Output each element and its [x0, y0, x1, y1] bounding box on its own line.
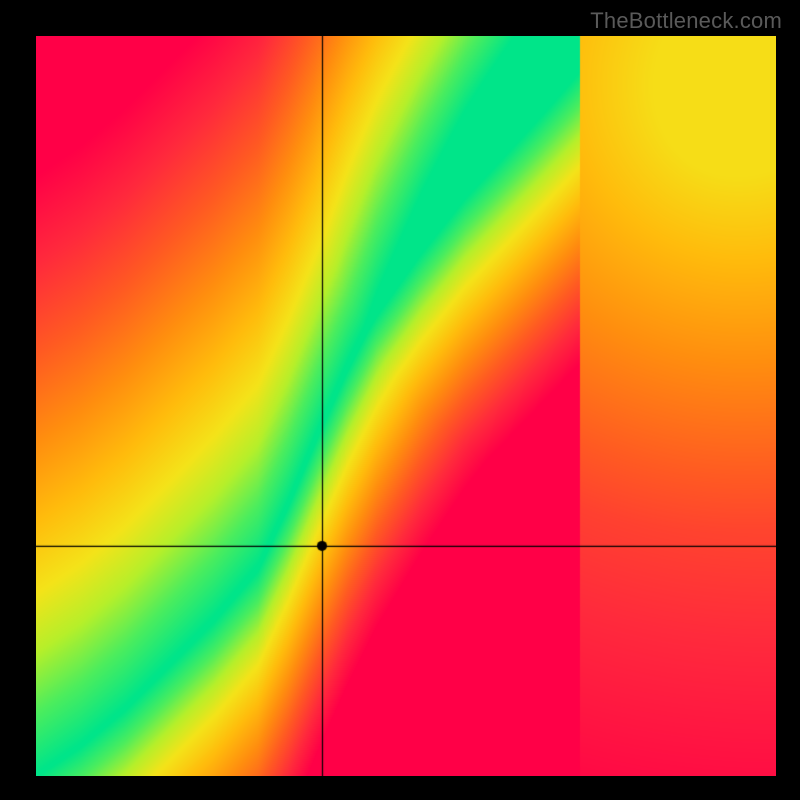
bottleneck-heatmap — [36, 36, 776, 776]
chart-container: { "meta": { "watermark_text": "TheBottle… — [0, 0, 800, 800]
watermark-text: TheBottleneck.com — [590, 8, 782, 34]
